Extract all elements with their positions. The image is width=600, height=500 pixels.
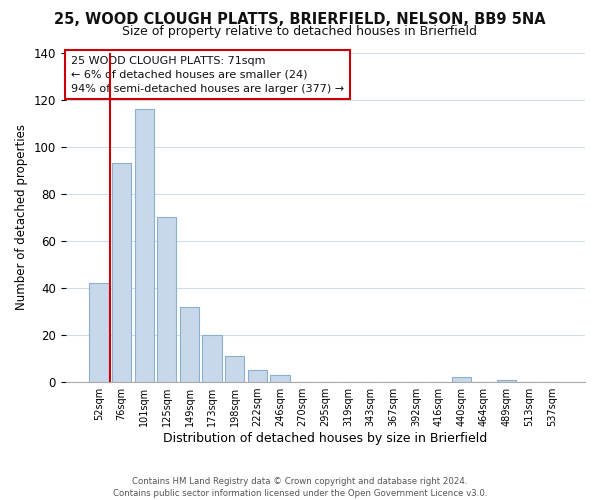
Bar [248, 370, 267, 382]
Bar [202, 335, 222, 382]
Text: Contains HM Land Registry data © Crown copyright and database right 2024.
Contai: Contains HM Land Registry data © Crown c… [113, 476, 487, 498]
Text: 25 WOOD CLOUGH PLATTS: 71sqm
← 6% of detached houses are smaller (24)
94% of sem: 25 WOOD CLOUGH PLATTS: 71sqm ← 6% of det… [71, 56, 344, 94]
Text: 25, WOOD CLOUGH PLATTS, BRIERFIELD, NELSON, BB9 5NA: 25, WOOD CLOUGH PLATTS, BRIERFIELD, NELS… [54, 12, 546, 28]
Bar [497, 380, 516, 382]
Y-axis label: Number of detached properties: Number of detached properties [15, 124, 28, 310]
Bar [452, 378, 471, 382]
Bar [157, 218, 176, 382]
X-axis label: Distribution of detached houses by size in Brierfield: Distribution of detached houses by size … [163, 432, 487, 445]
Bar [112, 163, 131, 382]
Bar [225, 356, 244, 382]
Bar [271, 375, 290, 382]
Text: Size of property relative to detached houses in Brierfield: Size of property relative to detached ho… [122, 25, 478, 38]
Bar [89, 283, 109, 382]
Bar [134, 109, 154, 382]
Bar [180, 306, 199, 382]
